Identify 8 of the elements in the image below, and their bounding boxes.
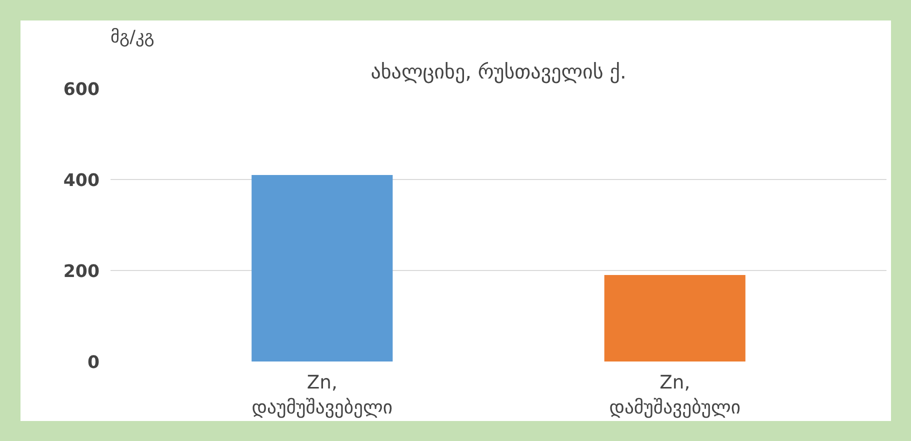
y-tick-label: 400 [63,171,100,191]
x-tick-label: Zn, დამუშავებული [609,372,741,419]
y-tick-label: 200 [63,262,100,282]
chart-title: ახალციხე, რუსთაველის ქ. [370,60,626,84]
y-tick-label: 0 [87,353,100,373]
y-axis-title: მგ/კგ [110,28,154,48]
y-tick-label: 600 [63,80,100,100]
x-tick-label: Zn, დაუმუშავებელი [252,372,393,419]
